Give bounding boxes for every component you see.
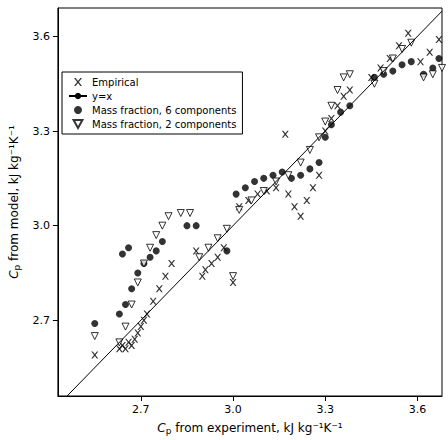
svg-text:2.7: 2.7 — [132, 403, 150, 416]
svg-text:3.3: 3.3 — [32, 125, 50, 138]
svg-text:3.3: 3.3 — [316, 403, 334, 416]
svg-text:from model, kJ kg⁻¹K⁻¹: from model, kJ kg⁻¹K⁻¹ — [7, 125, 21, 265]
svg-text:p: p — [12, 264, 22, 271]
svg-text:Mass fraction, 6 components: Mass fraction, 6 components — [92, 105, 236, 116]
svg-text:3.6: 3.6 — [409, 403, 427, 416]
html-text:Cp: Cp — [157, 420, 172, 436]
svg-text:C: C — [7, 270, 21, 279]
svg-text:3.0: 3.0 — [224, 403, 242, 416]
svg-text:Mass fraction, 2 components: Mass fraction, 2 components — [92, 119, 236, 130]
svg-text:y=x: y=x — [92, 91, 112, 102]
svg-text:Empirical: Empirical — [92, 77, 138, 88]
svg-text:from experiment, kJ kg⁻¹K⁻¹: from experiment, kJ kg⁻¹K⁻¹ — [171, 421, 342, 435]
svg-text:2.7: 2.7 — [32, 314, 50, 327]
svg-text:3.6: 3.6 — [32, 30, 50, 43]
svg-text:3.0: 3.0 — [32, 219, 50, 232]
